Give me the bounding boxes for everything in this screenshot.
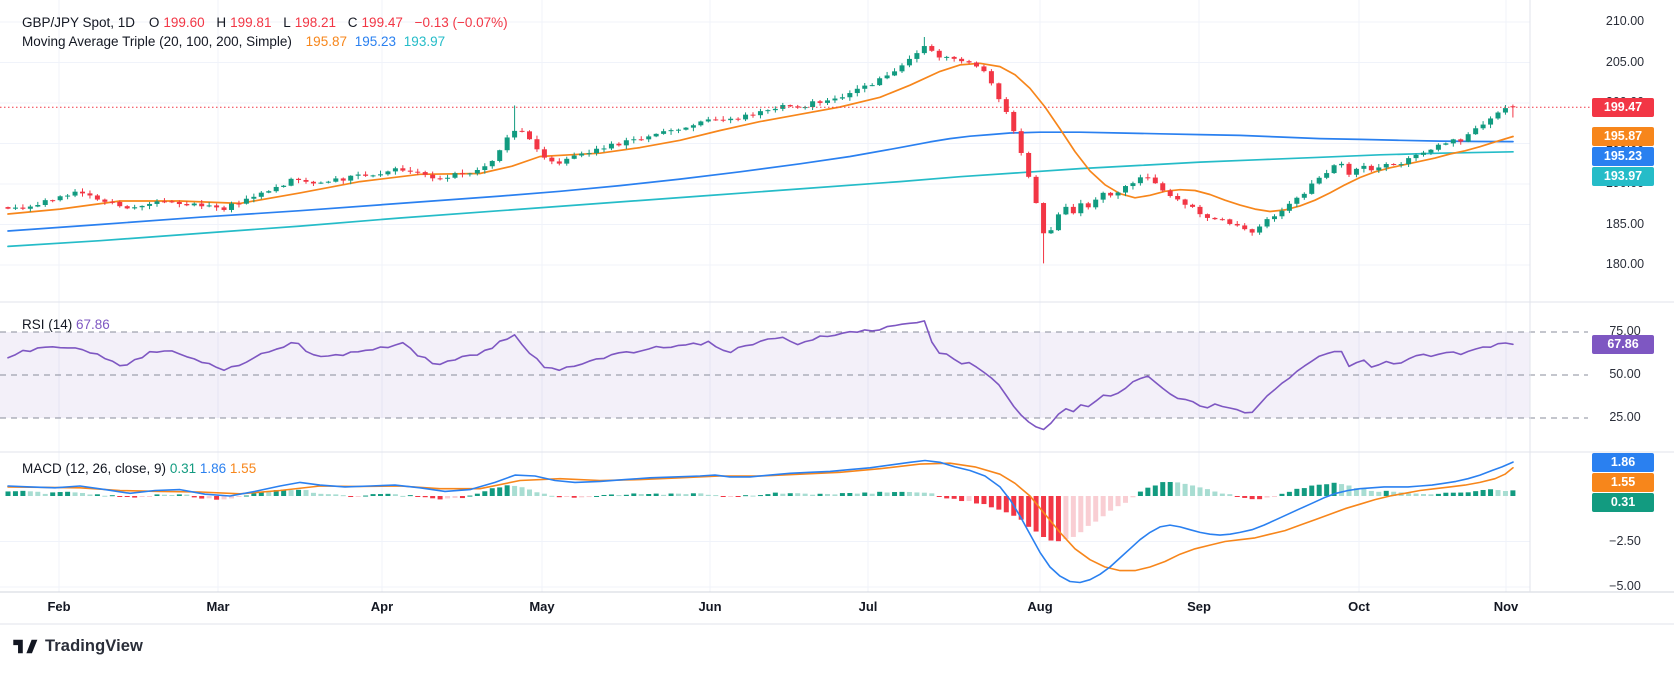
tradingview-logo[interactable]: TradingView	[13, 637, 143, 656]
pane-separators	[0, 0, 1674, 625]
tradingview-logo-icon	[13, 639, 38, 654]
candlesticks	[5, 36, 1516, 264]
macd-pane	[5, 459, 1516, 584]
moving-averages	[7, 62, 1514, 248]
tradingview-logo-text: TradingView	[45, 637, 143, 655]
grid-lines	[0, 0, 1530, 592]
rsi-band	[0, 331, 1588, 419]
rsi-line	[7, 320, 1514, 431]
